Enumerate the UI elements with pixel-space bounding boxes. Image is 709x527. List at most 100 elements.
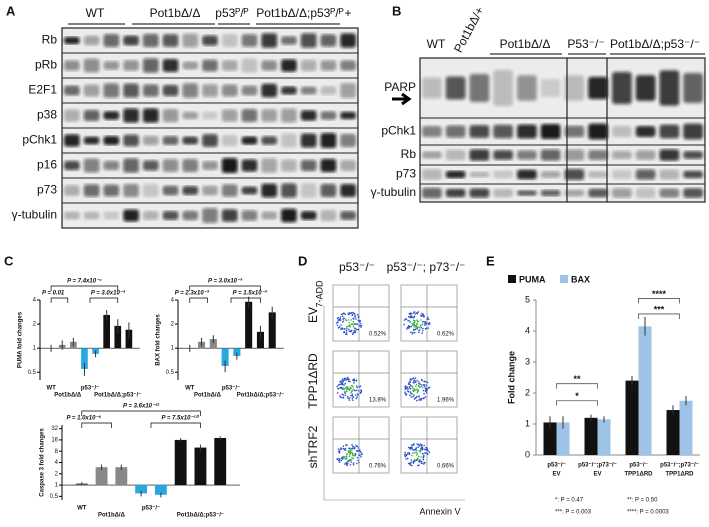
blot-band [320, 60, 337, 71]
blot-band [142, 33, 159, 48]
flow-event [425, 387, 428, 389]
y-tick-label: 2 [33, 322, 37, 328]
flow-event [425, 381, 427, 383]
blot-band [162, 185, 179, 196]
flow-event [416, 391, 419, 394]
flow-event [348, 389, 351, 391]
blot-band [142, 211, 159, 220]
y-tick-label: 1 [55, 483, 59, 489]
bracket [81, 422, 112, 428]
flow-event [346, 395, 349, 398]
flow-event [342, 445, 345, 448]
blot-band [422, 169, 442, 180]
flow-event [337, 459, 340, 461]
flow-event [407, 452, 410, 454]
flow-event [411, 385, 414, 388]
group-label: p53⁻/⁻ [142, 506, 160, 512]
flow-plot [332, 416, 390, 474]
flow-event [413, 331, 416, 334]
group-label: WT [46, 386, 56, 392]
x-tick-label: p53⁻/⁻ [547, 463, 565, 469]
blot-band [320, 34, 337, 47]
blot-band [493, 70, 513, 106]
flow-event [350, 387, 352, 390]
flow-event [352, 463, 355, 466]
bar [556, 422, 570, 455]
blot-band [64, 60, 80, 71]
panel-label: C [4, 253, 14, 268]
flow-event [424, 462, 426, 464]
row-label: p38 [37, 108, 57, 122]
flow-event [422, 314, 424, 316]
flow-event [407, 315, 410, 318]
flow-event [406, 386, 409, 388]
flow-event [357, 447, 360, 449]
blot-band [469, 188, 490, 198]
y-tick-label: 1 [171, 346, 175, 352]
blot-band [142, 84, 159, 97]
flow-event [412, 461, 415, 464]
flow-event [345, 379, 347, 381]
flow-event [416, 323, 419, 325]
bracket [150, 422, 201, 428]
blot-band [182, 111, 199, 120]
flow-event [336, 324, 339, 327]
flow-event [409, 388, 412, 390]
blot-band [64, 185, 80, 196]
flow-event [418, 464, 420, 467]
flow-event [356, 328, 358, 331]
flow-event [418, 461, 421, 463]
column-header: WT [427, 37, 446, 51]
flow-event [355, 379, 358, 382]
blot-band [659, 188, 680, 198]
flow-event [419, 383, 422, 386]
flow-event [416, 328, 419, 330]
flow-event [413, 388, 416, 390]
blot-band [445, 170, 466, 179]
flow-event [415, 459, 418, 462]
flow-event [420, 319, 422, 321]
axis-label: Annexin V [419, 506, 460, 516]
flow-event [354, 327, 356, 330]
flow-event [407, 446, 410, 449]
flow-event [413, 329, 415, 332]
x-tick-label: p53⁻/⁻;p73⁻/⁻ [578, 463, 617, 469]
blot-band [635, 187, 656, 199]
flow-event [413, 443, 415, 445]
bar [135, 485, 148, 494]
flow-event [406, 387, 408, 390]
flow-event [349, 447, 351, 450]
blot-band [241, 34, 258, 47]
flow-event [343, 388, 346, 390]
flow-event [425, 452, 427, 454]
flow-event [345, 333, 347, 335]
flow-event [342, 447, 345, 450]
blot-band [64, 109, 80, 122]
blot-band [261, 211, 278, 220]
flow-event [352, 386, 354, 388]
group-label: WT [185, 386, 195, 392]
flow-event [408, 453, 411, 456]
flow-event [405, 453, 407, 456]
blot-band [162, 34, 179, 47]
blot-band [221, 34, 238, 47]
flow-event [416, 399, 418, 402]
flow-event [404, 388, 407, 391]
blot-band [445, 149, 466, 161]
group-label: Pot1bΔ/Δ;p53⁻/⁻ [177, 513, 224, 519]
flow-event [352, 320, 355, 323]
flow-event [416, 395, 418, 398]
bar [245, 301, 253, 349]
blot-band [281, 133, 297, 148]
flow-event [413, 321, 416, 324]
blot-band [261, 183, 278, 198]
flow-event [404, 391, 406, 394]
blot-band [320, 209, 337, 222]
flow-event [410, 459, 413, 461]
blot-band [300, 211, 317, 220]
flow-event [351, 384, 353, 387]
flow-event [342, 455, 345, 458]
blot-band [517, 169, 537, 180]
flow-event [423, 463, 425, 465]
flow-event [415, 451, 417, 454]
